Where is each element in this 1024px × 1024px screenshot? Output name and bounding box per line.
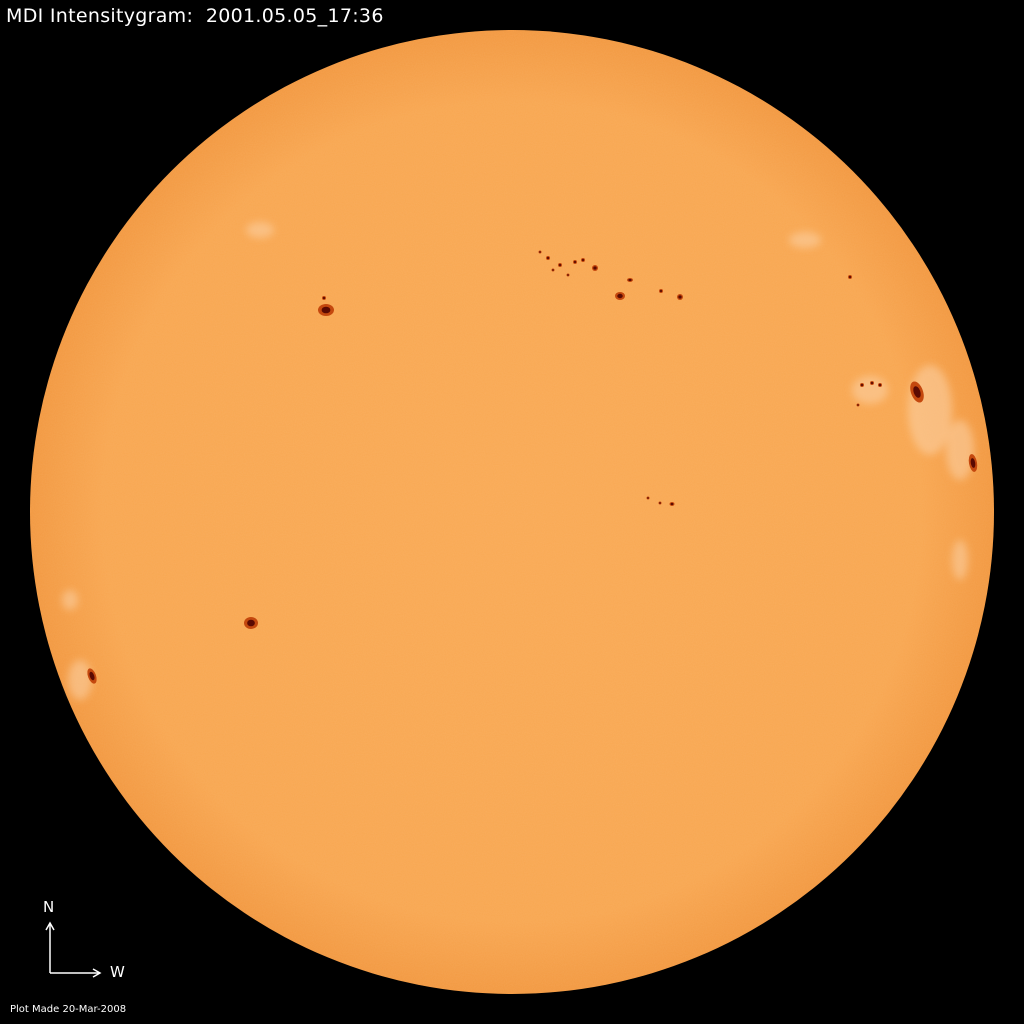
sunspot — [848, 275, 852, 279]
facula — [946, 420, 974, 480]
sunspot — [581, 258, 585, 262]
sunspot — [860, 383, 864, 387]
plot-made-date: Plot Made 20-Mar-2008 — [10, 1004, 127, 1015]
sunspot — [551, 268, 555, 272]
sunspot — [538, 250, 542, 254]
sunspot — [870, 381, 874, 385]
sunspot — [592, 265, 598, 271]
facula — [908, 365, 952, 455]
sunspot — [646, 496, 650, 500]
sunspot — [318, 304, 334, 316]
sunspot — [627, 278, 633, 282]
sunspot — [87, 668, 97, 684]
sunspot — [659, 289, 663, 293]
sunspot — [546, 256, 550, 260]
sunspot — [878, 383, 882, 387]
sunspot — [615, 292, 625, 300]
image-title: MDI Intensitygram: 2001.05.05_17:36 — [6, 5, 384, 27]
sunspot — [322, 296, 326, 300]
west-label: W — [110, 963, 125, 981]
sunspots — [87, 250, 978, 684]
facula — [852, 376, 888, 404]
sunspot — [677, 294, 683, 300]
facula — [62, 590, 78, 610]
facula — [952, 540, 968, 580]
sunspot — [658, 501, 662, 505]
sunspot — [566, 273, 570, 277]
sunspot — [856, 403, 860, 407]
north-label: N — [43, 898, 55, 916]
facula — [246, 222, 274, 238]
sunspot — [669, 502, 675, 506]
sunspot — [968, 454, 978, 472]
facula — [68, 660, 92, 700]
facula — [789, 232, 821, 248]
sunspot — [558, 263, 562, 267]
sunspot — [573, 260, 577, 264]
compass-arrows — [45, 921, 102, 978]
sunspot — [244, 617, 258, 629]
sunspot — [910, 381, 924, 403]
